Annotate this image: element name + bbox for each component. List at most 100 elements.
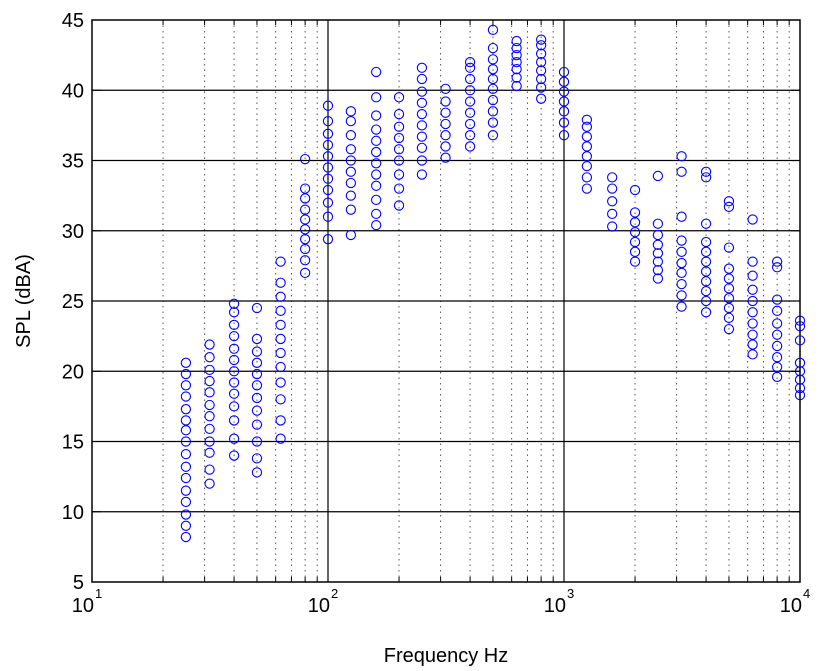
data-marker bbox=[275, 256, 286, 267]
data-marker bbox=[747, 284, 758, 295]
y-tick-label: 30 bbox=[62, 221, 84, 243]
data-marker bbox=[747, 349, 758, 360]
data-marker bbox=[345, 116, 357, 127]
data-marker bbox=[440, 118, 451, 130]
data-marker bbox=[535, 65, 547, 76]
data-marker bbox=[180, 461, 192, 472]
data-marker bbox=[416, 97, 428, 109]
data-marker bbox=[275, 305, 286, 316]
x-tick-exponent: 2 bbox=[331, 586, 338, 601]
data-marker bbox=[700, 246, 712, 257]
data-marker bbox=[607, 221, 618, 232]
data-marker bbox=[700, 236, 712, 248]
data-marker bbox=[345, 130, 357, 141]
data-marker bbox=[228, 433, 240, 444]
data-marker bbox=[180, 425, 192, 436]
data-marker bbox=[371, 219, 382, 231]
data-marker bbox=[204, 387, 215, 398]
scatter-markers bbox=[180, 24, 806, 543]
data-marker bbox=[771, 256, 783, 267]
data-marker bbox=[228, 343, 240, 354]
data-marker bbox=[676, 290, 687, 301]
data-marker bbox=[629, 207, 641, 218]
data-marker bbox=[535, 73, 547, 85]
data-marker bbox=[228, 366, 240, 377]
data-marker bbox=[511, 57, 522, 68]
x-tick-label: 103 bbox=[544, 586, 574, 617]
data-marker bbox=[180, 496, 192, 508]
data-marker bbox=[794, 382, 806, 394]
data-marker bbox=[322, 116, 334, 127]
data-marker bbox=[204, 464, 215, 475]
data-marker bbox=[700, 276, 712, 287]
data-marker bbox=[676, 257, 687, 269]
data-marker bbox=[275, 394, 286, 405]
data-marker bbox=[771, 352, 783, 363]
data-marker bbox=[581, 114, 593, 125]
data-marker bbox=[204, 478, 215, 489]
data-marker bbox=[228, 307, 240, 318]
data-marker bbox=[228, 330, 240, 342]
data-marker bbox=[371, 180, 382, 191]
data-marker bbox=[771, 340, 783, 352]
data-marker bbox=[652, 264, 664, 276]
data-marker bbox=[535, 48, 547, 59]
data-marker bbox=[794, 321, 806, 332]
data-marker bbox=[794, 374, 806, 385]
data-marker bbox=[629, 217, 641, 228]
data-marker bbox=[275, 333, 286, 345]
data-marker bbox=[393, 108, 405, 120]
data-marker bbox=[558, 76, 570, 87]
data-marker bbox=[581, 172, 593, 183]
data-marker bbox=[464, 57, 476, 68]
data-marker bbox=[464, 107, 476, 118]
data-marker bbox=[180, 520, 192, 531]
data-marker bbox=[228, 319, 240, 331]
y-tick-labels: 5 10 15 20 25 30 35 40 45 bbox=[62, 10, 84, 594]
data-marker bbox=[607, 196, 618, 207]
data-marker bbox=[275, 347, 286, 359]
data-marker bbox=[440, 107, 451, 118]
data-marker bbox=[251, 380, 263, 391]
data-marker bbox=[700, 172, 712, 183]
data-marker bbox=[299, 255, 311, 266]
data-marker bbox=[535, 34, 547, 45]
data-marker bbox=[700, 218, 712, 229]
data-marker bbox=[251, 436, 263, 447]
data-marker bbox=[652, 239, 664, 250]
x-tick-exponent: 3 bbox=[567, 586, 574, 601]
data-marker bbox=[700, 256, 712, 267]
data-marker bbox=[747, 256, 758, 267]
x-tick-label: 101 bbox=[72, 586, 102, 617]
data-marker bbox=[535, 57, 547, 68]
data-marker bbox=[251, 405, 263, 416]
data-marker bbox=[607, 208, 618, 220]
data-marker bbox=[371, 146, 382, 158]
data-marker bbox=[676, 166, 687, 177]
data-marker bbox=[487, 130, 499, 141]
data-marker bbox=[440, 83, 451, 94]
data-marker bbox=[747, 307, 758, 318]
data-marker bbox=[345, 144, 357, 155]
data-marker bbox=[251, 302, 263, 314]
data-marker bbox=[180, 509, 192, 520]
data-marker bbox=[322, 173, 334, 184]
data-marker bbox=[299, 243, 311, 255]
data-marker bbox=[204, 436, 215, 447]
y-tick-label: 20 bbox=[62, 361, 84, 383]
data-marker bbox=[416, 108, 428, 120]
data-marker bbox=[558, 106, 570, 117]
data-marker bbox=[629, 236, 641, 248]
data-marker bbox=[371, 110, 382, 121]
data-marker bbox=[228, 377, 240, 388]
data-marker bbox=[275, 319, 286, 331]
data-marker bbox=[652, 248, 664, 259]
data-marker bbox=[393, 92, 405, 103]
data-marker bbox=[676, 246, 687, 257]
data-marker bbox=[251, 346, 263, 357]
data-marker bbox=[464, 118, 476, 130]
data-marker bbox=[676, 301, 687, 312]
data-marker bbox=[487, 42, 499, 54]
axis-tick-marks bbox=[91, 19, 801, 583]
